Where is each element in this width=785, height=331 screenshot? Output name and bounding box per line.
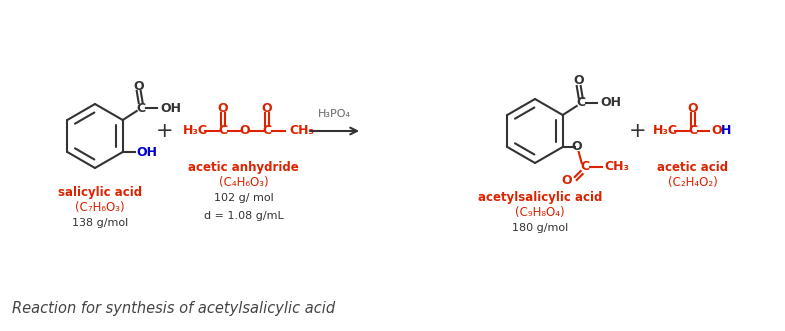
Text: O: O [561, 174, 572, 187]
Text: O: O [239, 124, 250, 137]
Text: H₃C: H₃C [182, 124, 207, 137]
Text: OH: OH [161, 102, 181, 115]
Text: O: O [688, 103, 699, 116]
Text: C: C [576, 97, 586, 110]
Text: 102 g/ mol: 102 g/ mol [214, 193, 273, 203]
Text: acetic acid: acetic acid [657, 161, 728, 174]
Text: (C₂H₄O₂): (C₂H₄O₂) [668, 176, 717, 189]
Text: (C₉H₈O₄): (C₉H₈O₄) [515, 206, 565, 219]
Text: O: O [711, 124, 721, 137]
Text: acetylsalicylic acid: acetylsalicylic acid [478, 191, 602, 204]
Text: C: C [262, 124, 272, 137]
Text: O: O [571, 140, 582, 154]
Text: H₃PO₄: H₃PO₄ [318, 109, 351, 119]
Text: O: O [573, 74, 584, 87]
Text: Reaction for synthesis of acetylsalicylic acid: Reaction for synthesis of acetylsalicyli… [12, 302, 335, 316]
Text: +: + [156, 121, 173, 141]
Text: CH₃: CH₃ [289, 124, 314, 137]
Text: 138 g/mol: 138 g/mol [72, 218, 128, 228]
Text: H₃C: H₃C [652, 124, 677, 137]
Text: +: + [630, 121, 647, 141]
Text: O: O [133, 79, 144, 92]
Text: C: C [218, 124, 228, 137]
Text: C: C [136, 102, 145, 115]
Text: OH: OH [137, 146, 158, 159]
Text: O: O [261, 103, 272, 116]
Text: salicylic acid: salicylic acid [58, 186, 142, 199]
Text: d = 1.08 g/mL: d = 1.08 g/mL [203, 211, 283, 221]
Text: (C₄H₆O₃): (C₄H₆O₃) [219, 176, 268, 189]
Text: 180 g/mol: 180 g/mol [512, 223, 568, 233]
Text: C: C [580, 161, 590, 173]
Text: CH₃: CH₃ [604, 161, 630, 173]
Text: acetic anhydride: acetic anhydride [188, 161, 299, 174]
Text: C: C [688, 124, 698, 137]
Text: O: O [217, 103, 228, 116]
Text: (C₇H₆O₃): (C₇H₆O₃) [75, 201, 125, 214]
Text: OH: OH [601, 97, 622, 110]
Text: H: H [721, 124, 732, 137]
